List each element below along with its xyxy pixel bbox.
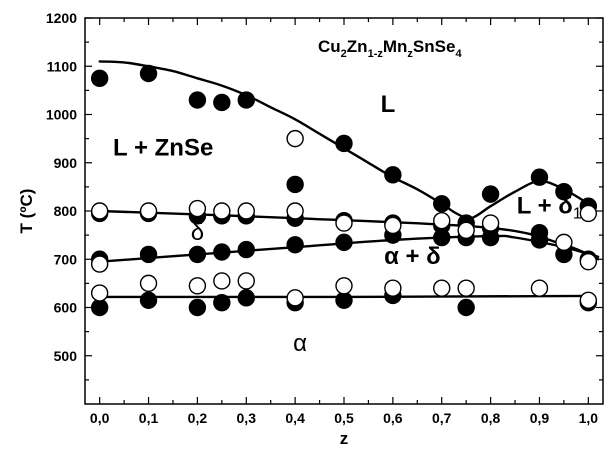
filled-data-point bbox=[213, 93, 231, 112]
open-data-point bbox=[286, 129, 304, 148]
x-axis-title: z bbox=[340, 429, 349, 448]
x-tick-label: 0,8 bbox=[481, 410, 501, 426]
x-tick-label: 0,2 bbox=[188, 410, 208, 426]
open-data-point bbox=[384, 279, 402, 297]
region-label: L bbox=[381, 91, 396, 118]
y-tick-label: 900 bbox=[54, 155, 78, 171]
open-data-point bbox=[90, 202, 109, 220]
filled-data-point bbox=[213, 243, 231, 261]
filled-data-point bbox=[188, 91, 207, 109]
phase-boundary-lines bbox=[98, 60, 600, 299]
filled-data-point bbox=[213, 293, 231, 312]
filled-data-point bbox=[237, 91, 255, 109]
region-label-subscript: 1 bbox=[573, 205, 582, 222]
open-data-point bbox=[433, 279, 451, 297]
line-liquidus bbox=[98, 60, 590, 220]
open-data-point bbox=[384, 216, 402, 235]
filled-data-point bbox=[530, 168, 549, 186]
open-data-point bbox=[579, 252, 598, 271]
open-data-point bbox=[90, 284, 109, 302]
filled-data-point bbox=[335, 134, 353, 153]
y-tick-label: 600 bbox=[54, 300, 78, 316]
region-label: δ bbox=[191, 219, 204, 246]
formula-text: Mn bbox=[383, 37, 408, 56]
open-data-point bbox=[188, 277, 207, 295]
filled-data-point bbox=[139, 245, 158, 264]
open-data-point bbox=[579, 291, 598, 309]
x-tick-label: 0,4 bbox=[285, 410, 305, 426]
open-data-point bbox=[213, 272, 231, 290]
filled-data-point bbox=[188, 245, 207, 264]
filled-data-point bbox=[384, 166, 402, 184]
open-data-point bbox=[90, 255, 109, 273]
filled-data-point bbox=[188, 298, 207, 317]
composition-formula: Cu2Zn1-zMnzSnSe4 bbox=[318, 37, 462, 60]
open-data-point bbox=[188, 199, 207, 218]
open-data-point bbox=[335, 214, 353, 232]
formula-subscript: z bbox=[407, 48, 413, 60]
filled-data-point bbox=[139, 64, 158, 83]
formula-text: Cu bbox=[318, 37, 341, 56]
filled-data-point bbox=[457, 298, 475, 317]
formula-subscript: 2 bbox=[341, 48, 347, 60]
x-tick-label: 0,7 bbox=[432, 410, 452, 426]
filled-data-point bbox=[90, 69, 109, 88]
open-data-point bbox=[457, 279, 475, 297]
open-data-point bbox=[286, 202, 304, 220]
x-tick-label: 0,1 bbox=[139, 410, 159, 426]
open-data-point bbox=[457, 221, 475, 240]
formula-subscript: 4 bbox=[455, 48, 462, 60]
open-data-point bbox=[555, 233, 573, 252]
axes: 0,0 0,1 0,2 0,3 0,4 0,5 0,6 0,7 0,8 0,9 1,0 500 600 7… bbox=[17, 10, 604, 448]
filled-data-point bbox=[286, 236, 304, 254]
open-data-point bbox=[237, 202, 255, 220]
y-tick-label: 1100 bbox=[47, 58, 78, 74]
y-tick-label: 700 bbox=[54, 251, 78, 267]
open-data-point bbox=[579, 204, 598, 223]
open-data-point bbox=[530, 279, 549, 297]
open-data-point bbox=[335, 277, 353, 295]
filled-data-point bbox=[433, 195, 451, 213]
open-data-point bbox=[237, 272, 255, 290]
filled-data-point bbox=[433, 228, 451, 247]
region-label: L + δ1 bbox=[517, 192, 582, 222]
filled-data-point bbox=[555, 182, 573, 201]
filled-data-point bbox=[481, 228, 500, 247]
filled-data-point bbox=[90, 298, 109, 317]
filled-data-point bbox=[335, 233, 353, 252]
x-tick-label: 0,3 bbox=[237, 410, 257, 426]
filled-data-point bbox=[286, 175, 304, 194]
data-points bbox=[90, 64, 598, 317]
y-tick-label: 1200 bbox=[46, 10, 77, 26]
open-data-point bbox=[286, 289, 304, 307]
region-label: L + ZnSe bbox=[113, 135, 213, 162]
region-label: α + δ bbox=[384, 243, 441, 270]
formula-text: SnSe bbox=[413, 37, 456, 56]
open-data-point bbox=[139, 274, 158, 293]
filled-data-point bbox=[335, 291, 353, 309]
open-data-point bbox=[139, 202, 158, 220]
y-tick-label: 800 bbox=[54, 203, 78, 219]
x-tick-label: 0,9 bbox=[530, 410, 550, 426]
open-data-point bbox=[481, 214, 500, 232]
y-tick-label: 500 bbox=[54, 348, 78, 364]
open-data-point bbox=[213, 202, 231, 220]
filled-data-point bbox=[481, 185, 500, 203]
x-tick-label: 0,0 bbox=[90, 410, 110, 426]
formula-text: Zn bbox=[347, 37, 368, 56]
x-tick-label: 1,0 bbox=[579, 410, 599, 426]
open-data-point bbox=[433, 211, 451, 230]
x-tick-label: 0,6 bbox=[383, 410, 403, 426]
y-tick-label: 1000 bbox=[46, 107, 77, 123]
x-tick-label: 0,5 bbox=[334, 410, 354, 426]
y-axis-title: T (ºC) bbox=[17, 189, 36, 234]
region-labels: L L + ZnSe δ L + δ1 α + δ α Cu2Zn1-zMnzSnSe4 bbox=[113, 37, 582, 357]
formula-subscript: 1-z bbox=[368, 48, 384, 60]
filled-data-point bbox=[237, 240, 255, 259]
region-label: α bbox=[293, 330, 307, 357]
filled-data-point bbox=[237, 289, 255, 307]
filled-data-point bbox=[139, 291, 158, 309]
filled-data-point bbox=[530, 231, 549, 249]
